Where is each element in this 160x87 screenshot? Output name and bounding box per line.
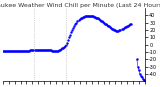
Title: Milwaukee Weather Wind Chill per Minute (Last 24 Hours): Milwaukee Weather Wind Chill per Minute …: [0, 3, 160, 8]
